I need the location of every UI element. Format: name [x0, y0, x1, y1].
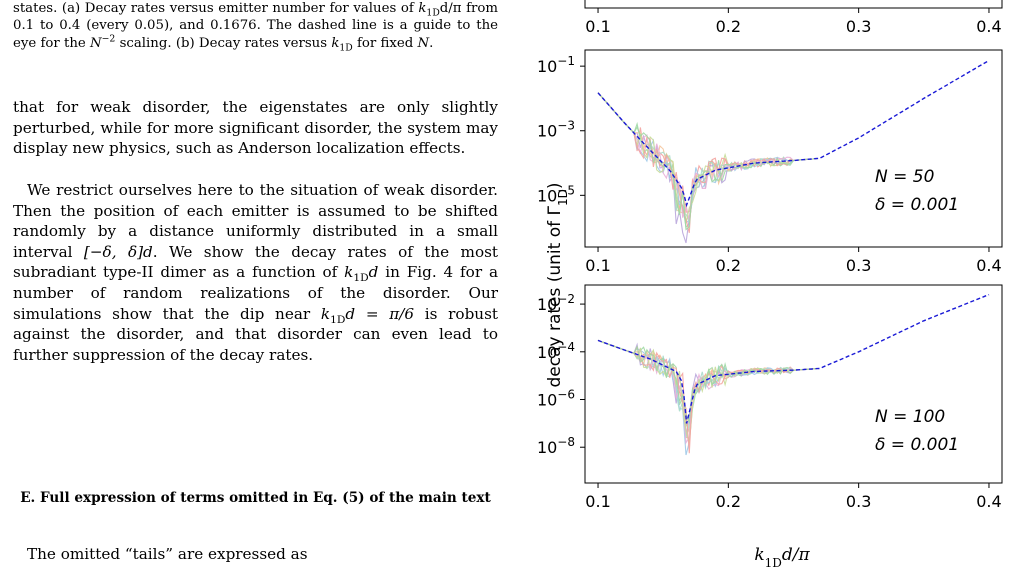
delta-annotation: δ = 0.001	[875, 195, 959, 215]
realization-line	[597, 339, 817, 445]
x-tick-label: 0.4	[976, 492, 1001, 511]
x-tick-label: 0.2	[716, 17, 741, 36]
paragraph-tails: The omitted “tails” are expressed as	[27, 545, 308, 563]
x-tick-label: 0.1	[585, 492, 610, 511]
y-tick-label: 10−8	[537, 435, 575, 457]
realization-line	[597, 339, 817, 440]
x-tick-label: 0.1	[585, 17, 610, 36]
x-tick-label: 0.1	[585, 256, 610, 275]
panel-frame	[584, 49, 1003, 248]
realization-line	[597, 92, 817, 231]
panel-frame	[584, 284, 1003, 484]
x-axis-label: k1Dd/π	[754, 545, 810, 567]
y-axis-label: decay rates (unit of Γ1D)	[545, 182, 570, 387]
realization-line	[597, 339, 817, 439]
paragraph-disorder-intro: that for weak disorder, the eigenstates …	[13, 98, 498, 158]
section-heading: E. Full expression of terms omitted in E…	[20, 490, 491, 506]
realization-line	[597, 92, 817, 244]
realization-line	[597, 339, 817, 454]
realization-line	[597, 92, 817, 222]
n-annotation: N = 100	[875, 407, 945, 427]
realization-line	[597, 339, 817, 425]
realization-line	[597, 92, 817, 213]
figure-caption: states. (a) Decay rates versus emitter n…	[13, 1, 498, 54]
n-annotation: N = 50	[875, 167, 934, 187]
x-tick-label: 0.4	[976, 256, 1001, 275]
mean-decay-line	[597, 293, 990, 424]
x-tick-label: 0.3	[846, 256, 871, 275]
y-tick-label: 10−3	[537, 119, 575, 141]
x-tick-label: 0.2	[716, 256, 741, 275]
realization-line	[597, 92, 817, 234]
decay-rate-figure: 0.1 0.2 0.3 0.40.1 0.2 0.3 0.410−110−310−5N = …	[537, 0, 1003, 567]
delta-annotation: δ = 0.001	[875, 435, 959, 455]
realization-line	[597, 339, 817, 437]
y-tick-label: 10−6	[537, 388, 575, 410]
realization-line	[597, 339, 817, 456]
x-tick-label: 0.4	[976, 17, 1001, 36]
paragraph-weak-disorder: We restrict ourselves here to the situat…	[13, 181, 499, 364]
y-tick-label: 10−1	[537, 54, 575, 76]
x-tick-label: 0.3	[846, 492, 871, 511]
panel-frame	[584, 0, 1003, 9]
x-tick-label: 0.3	[846, 17, 871, 36]
mean-decay-line	[597, 59, 990, 208]
realization-line	[597, 339, 817, 444]
x-tick-label: 0.2	[716, 492, 741, 511]
